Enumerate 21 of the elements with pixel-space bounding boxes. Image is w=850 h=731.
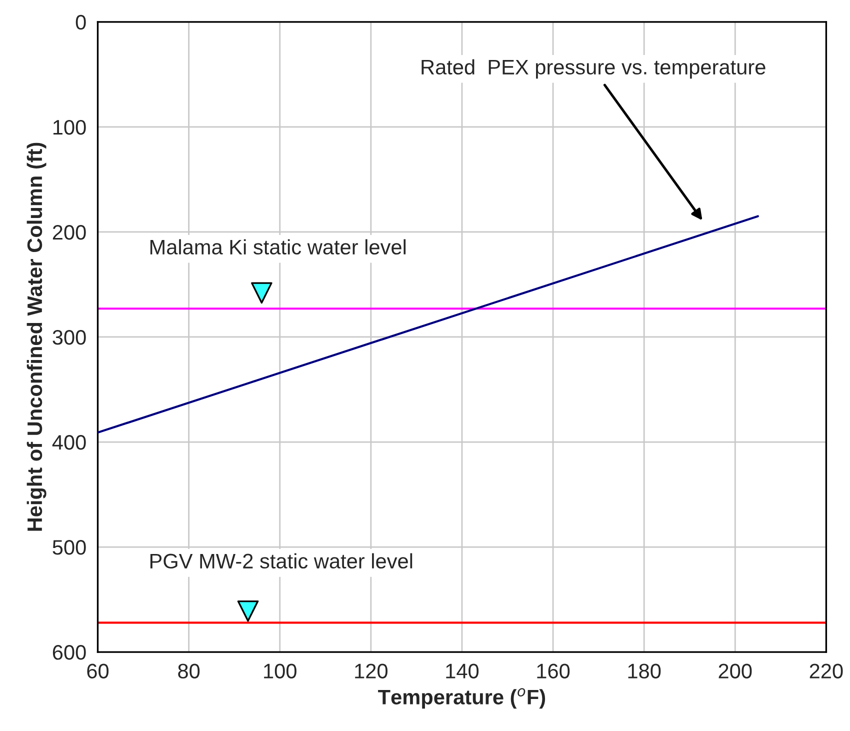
x-axis-title: Temperature ($^{o}$F) [378,688,546,709]
x-tick-label: 120 [355,664,388,678]
ref-line-label: PGV MW-2 static water level [150,553,412,569]
y-axis-title: Height of Unconfined Water Column (ft) [26,142,46,531]
x-tick-label: 100 [264,664,296,678]
x-tick-label: 220 [810,664,843,678]
y-tick-label: 500 [52,540,86,555]
ref-line-label: Malama Ki static water level [150,239,406,255]
x-tick-label: 200 [718,664,752,678]
x-tick-label: 160 [537,664,570,678]
y-tick-label: 0 [76,14,86,30]
x-tick-label: 140 [446,664,479,678]
y-tick-label: 400 [52,435,86,450]
x-tick-label: 180 [628,664,661,678]
y-tick-label: 100 [53,120,86,135]
y-tick-label: 600 [52,645,86,660]
annotation: Rated PEX pressure vs. temperature [422,59,766,79]
x-tick-label: 80 [178,664,200,678]
x-tick-label: 60 [87,664,109,678]
y-tick-label: 200 [52,224,86,240]
y-tick-label: 300 [52,330,86,345]
